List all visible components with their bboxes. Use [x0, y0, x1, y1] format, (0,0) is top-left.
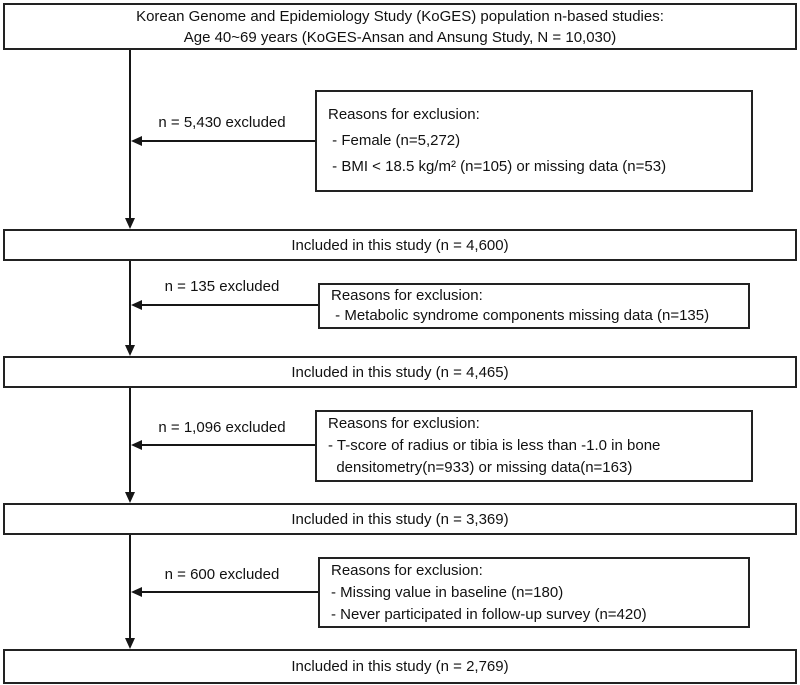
reason-item: - T-score of radius or tibia is less tha…: [328, 437, 661, 454]
reasons-header: Reasons for exclusion:: [331, 561, 483, 579]
title-line-2: Age 40~69 years (KoGES-Ansan and Ansung …: [183, 28, 617, 46]
reasons-header: Reasons for exclusion:: [328, 106, 480, 123]
arrowhead-left-icon-4: [131, 587, 142, 597]
exclusion-count-label-4: n = 600 excluded: [164, 566, 280, 583]
exclusion-arrow-1: [140, 140, 315, 142]
reasons-box-2: Reasons for exclusion: - Metabolic syndr…: [318, 283, 750, 329]
flow-line-vertical-2: [129, 261, 131, 345]
arrowhead-down-icon-2: [125, 345, 135, 356]
arrowhead-left-icon-3: [131, 440, 142, 450]
arrowhead-left-icon-1: [131, 136, 142, 146]
arrowhead-down-icon-3: [125, 492, 135, 503]
title-line-1: Korean Genome and Epidemiology Study (Ko…: [136, 7, 664, 25]
included-box-3: Included in this study (n = 3,369): [3, 503, 797, 535]
included-box-1: Included in this study (n = 4,600): [3, 229, 797, 261]
reason-item: - Missing value in baseline (n=180): [331, 583, 564, 601]
flow-line-vertical-1: [129, 50, 131, 218]
included-label-2: Included in this study (n = 4,465): [291, 363, 509, 381]
arrowhead-down-icon-4: [125, 638, 135, 649]
reason-item: - Never participated in follow-up survey…: [331, 605, 647, 623]
included-label-3: Included in this study (n = 3,369): [291, 510, 509, 528]
exclusion-count-label-1: n = 5,430 excluded: [158, 114, 286, 131]
arrowhead-down-icon-1: [125, 218, 135, 229]
reasons-header: Reasons for exclusion:: [331, 287, 483, 304]
included-label-1: Included in this study (n = 4,600): [291, 236, 509, 254]
exclusion-arrow-2: [140, 304, 318, 306]
reason-item: - Female (n=5,272): [328, 132, 461, 149]
exclusion-count-label-2: n = 135 excluded: [164, 278, 280, 295]
flow-line-vertical-3: [129, 388, 131, 492]
reason-item: densitometry(n=933) or missing data(n=16…: [328, 459, 633, 476]
flow-line-vertical-4: [129, 535, 131, 638]
arrowhead-left-icon-2: [131, 300, 142, 310]
reasons-box-1: Reasons for exclusion: - Female (n=5,272…: [315, 90, 753, 192]
reasons-header: Reasons for exclusion:: [328, 415, 480, 432]
reason-item: - Metabolic syndrome components missing …: [331, 307, 710, 324]
study-population-box: Korean Genome and Epidemiology Study (Ko…: [3, 3, 797, 50]
exclusion-arrow-3: [140, 444, 315, 446]
included-box-2: Included in this study (n = 4,465): [3, 356, 797, 388]
included-box-4: Included in this study (n = 2,769): [3, 649, 797, 684]
exclusion-arrow-4: [140, 591, 318, 593]
reasons-box-4: Reasons for exclusion: - Missing value i…: [318, 557, 750, 628]
reason-item: - BMI < 18.5 kg/m² (n=105) or missing da…: [328, 158, 667, 175]
reasons-box-3: Reasons for exclusion: - T-score of radi…: [315, 410, 753, 482]
included-label-4: Included in this study (n = 2,769): [291, 658, 509, 675]
exclusion-count-label-3: n = 1,096 excluded: [158, 419, 286, 436]
